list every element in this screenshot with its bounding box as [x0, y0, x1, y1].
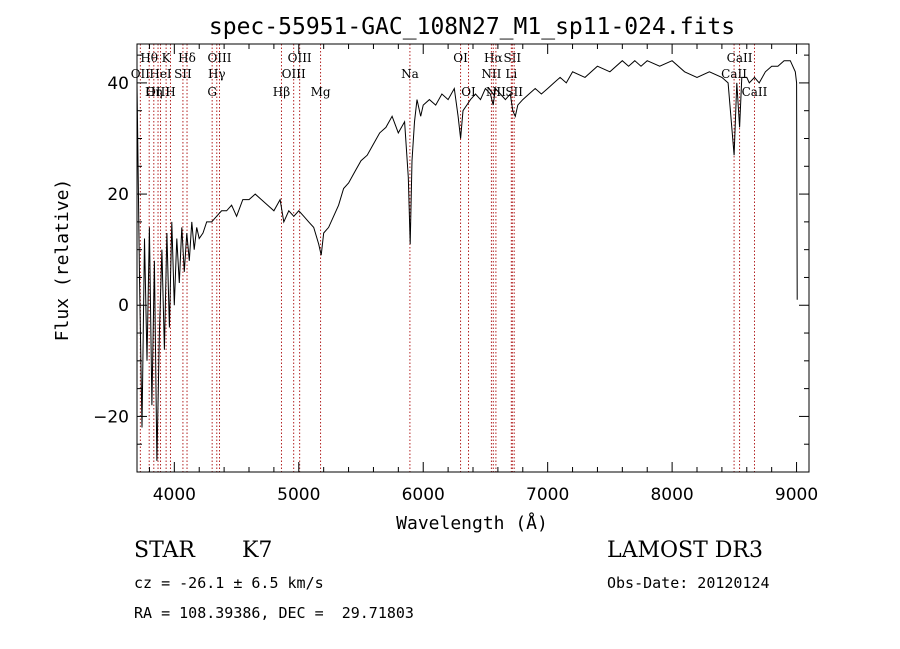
x-tick-label: 8000 — [650, 485, 693, 505]
y-tick-label: −20 — [93, 407, 129, 427]
object-class: STAR — [134, 538, 195, 563]
line-marker-label: CaII — [727, 51, 753, 65]
spectrum-series — [136, 60, 798, 461]
obs-date: Obs-Date: 20120124 — [607, 574, 770, 592]
chart-title: spec-55951-GAC_108N27_M1_sp11-024.fits — [209, 14, 735, 40]
x-tick-label: 7000 — [526, 485, 569, 505]
line-marker-label: OI — [461, 85, 476, 99]
line-marker-label: OIII — [146, 85, 170, 99]
line-marker-label: OI — [453, 51, 468, 65]
axes: 4000 5000 6000 7000 8000 9000 −20 0 20 40 — [93, 44, 818, 505]
line-marker-label: Hδ — [178, 51, 196, 65]
line-marker-label: SII — [503, 51, 521, 65]
line-marker-label: SII — [505, 85, 523, 99]
line-marker-label: Hβ — [273, 85, 290, 99]
line-markers: Hθ OII OIII K H HeI Hη SII Hδ OIII Hγ G Hβ OIII OIII Mg… — [131, 44, 768, 472]
line-marker-label: Li — [505, 67, 517, 81]
line-marker-label: Hα — [484, 51, 503, 65]
line-marker-label: Hθ — [140, 51, 158, 65]
y-axis-label: Flux (relative) — [52, 179, 73, 342]
plot-frame — [136, 43, 810, 473]
line-marker-label: OII — [131, 67, 151, 81]
x-tick-label: 6000 — [402, 485, 445, 505]
y-tick-label: 40 — [107, 74, 129, 94]
line-marker-label: CaII — [721, 67, 747, 81]
x-tick-label: 5000 — [277, 485, 320, 505]
redshift-readout: cz = -26.1 ± 6.5 km/s — [134, 574, 324, 592]
coordinates: RA = 108.39386, DEC = 29.71803 — [134, 604, 414, 622]
x-tick-label: 9000 — [775, 485, 818, 505]
x-axis-label: Wavelength (Å) — [396, 512, 548, 534]
line-marker-label: HeI — [149, 67, 172, 81]
y-tick-label: 0 — [118, 296, 129, 316]
survey-name: LAMOST DR3 — [607, 538, 763, 563]
line-marker-label: Mg — [311, 85, 331, 99]
line-marker-label: OIII — [282, 67, 306, 81]
spectral-subclass: K7 — [242, 538, 273, 563]
line-marker-label: Na — [401, 67, 419, 81]
spectrum-line — [136, 60, 798, 461]
line-marker-label: Hη — [145, 85, 163, 99]
line-marker-label: G — [207, 85, 217, 99]
line-marker-label: OIII — [207, 51, 231, 65]
line-marker-label: OIII — [288, 51, 312, 65]
line-marker-label: SII — [174, 67, 192, 81]
line-marker-label: CaII — [742, 85, 768, 99]
line-marker-label: NII — [481, 67, 501, 81]
line-marker-label: Hγ — [208, 67, 226, 81]
x-tick-label: 4000 — [153, 485, 196, 505]
y-tick-label: 20 — [107, 185, 129, 205]
line-marker-label: H — [165, 85, 175, 99]
line-marker-label: K — [162, 51, 172, 65]
